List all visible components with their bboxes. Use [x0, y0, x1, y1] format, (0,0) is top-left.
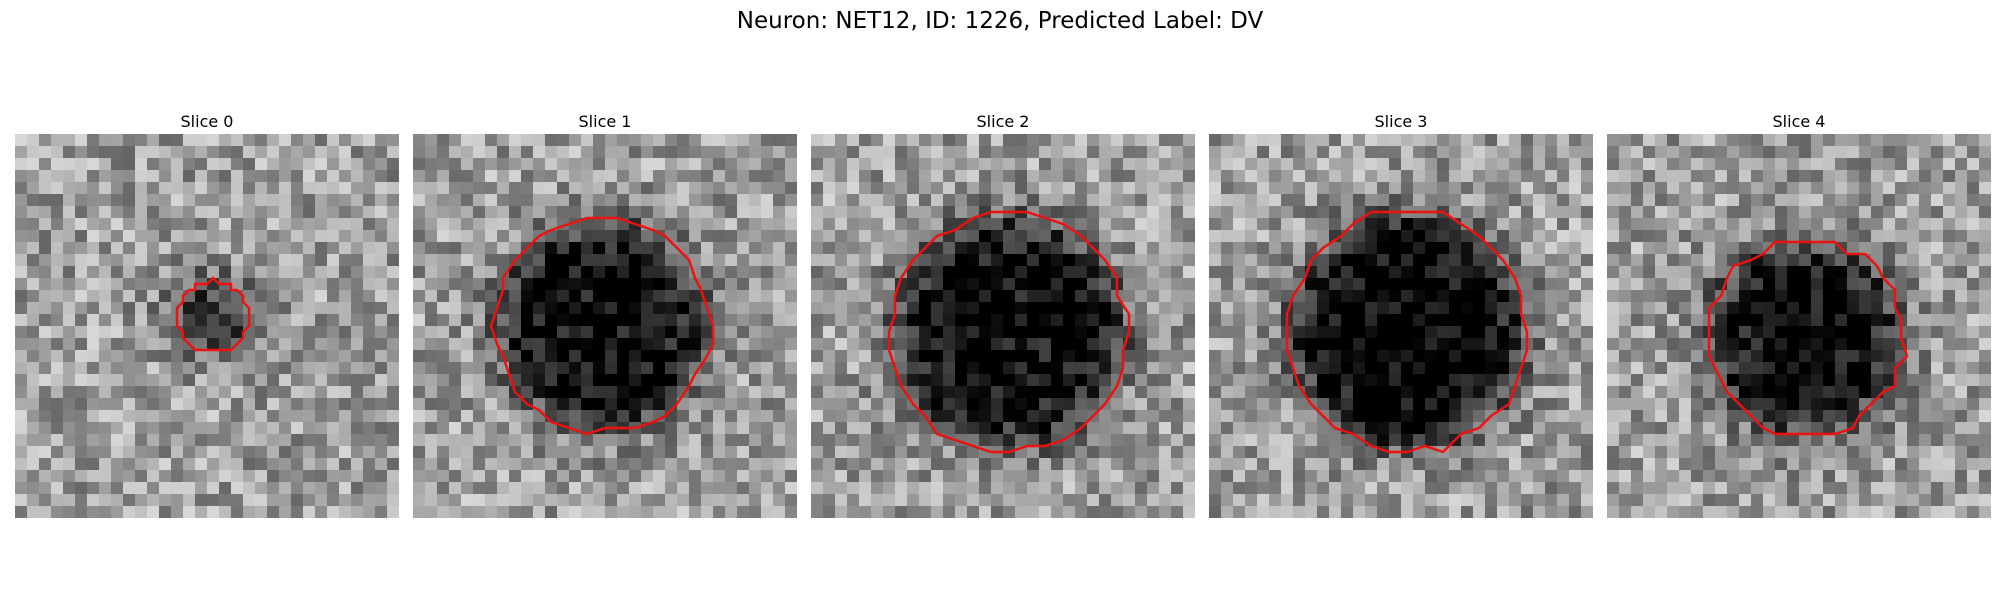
slice-contour-2: [887, 210, 1131, 454]
slice-title-2: Slice 2: [976, 112, 1030, 131]
slice-contour-1: [489, 216, 715, 436]
slice-image-0: [15, 134, 399, 518]
slice-canvas-0: [15, 134, 399, 518]
slice-title-0: Slice 0: [180, 112, 234, 131]
slice-image-1: [413, 134, 797, 518]
slice-panel-2: Slice 2: [811, 110, 1195, 518]
slice-contour-4: [1707, 240, 1909, 436]
slice-canvas-4: [1607, 134, 1991, 518]
slice-contour-3: [1285, 210, 1529, 454]
slice-image-4: [1607, 134, 1991, 518]
slice-canvas-1: [413, 134, 797, 518]
slice-canvas-3: [1209, 134, 1593, 518]
slice-contour-0: [175, 276, 251, 352]
slice-panel-4: Slice 4: [1607, 110, 1991, 518]
slice-canvas-2: [811, 134, 1195, 518]
figure-title: Neuron: NET12, ID: 1226, Predicted Label…: [736, 8, 1264, 34]
slice-image-3: [1209, 134, 1593, 518]
slice-title-1: Slice 1: [578, 112, 632, 131]
slice-title-3: Slice 3: [1374, 112, 1428, 131]
slice-panel-0: Slice 0: [15, 110, 399, 518]
slice-image-2: [811, 134, 1195, 518]
slice-panel-1: Slice 1: [413, 110, 797, 518]
slice-panel-3: Slice 3: [1209, 110, 1593, 518]
slice-title-4: Slice 4: [1772, 112, 1826, 131]
